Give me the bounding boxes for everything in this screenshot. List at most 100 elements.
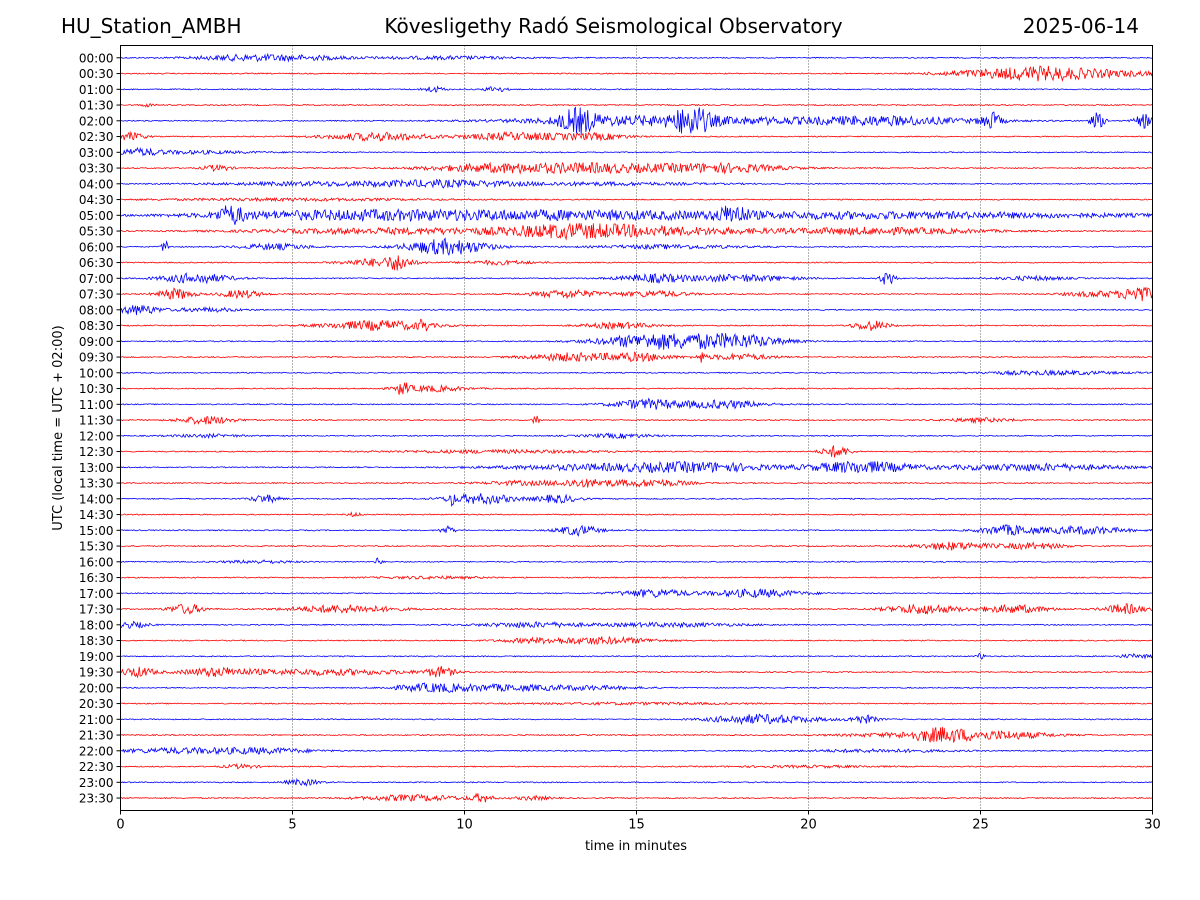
seismogram-trace	[120, 237, 1153, 256]
seismogram-trace	[120, 762, 1153, 770]
row-time-label: 15:00	[79, 524, 114, 538]
seismogram-trace	[120, 205, 1153, 225]
row-time-label: 10:00	[79, 366, 114, 380]
row-time-label: 02:00	[79, 114, 114, 128]
row-time-label: 10:30	[79, 382, 114, 396]
row-time-label: 21:00	[79, 713, 114, 727]
x-tick-label: 0	[116, 818, 124, 833]
seismogram-trace	[120, 146, 1153, 157]
seismogram-trace	[120, 272, 1153, 285]
seismogram-trace	[120, 106, 1153, 135]
seismogram-trace	[120, 103, 1153, 108]
row-time-label: 06:30	[79, 256, 114, 270]
row-time-label: 19:00	[79, 650, 114, 664]
seismogram-trace	[120, 382, 1153, 395]
row-time-label: 18:30	[79, 634, 114, 648]
row-time-label: 00:00	[79, 51, 114, 65]
seismogram-trace	[120, 635, 1153, 646]
seismogram-trace	[120, 397, 1153, 410]
seismogram-trace	[120, 318, 1153, 332]
row-time-label: 00:30	[79, 67, 114, 81]
seismogram-trace	[120, 665, 1153, 679]
seismogram-trace	[120, 85, 1153, 93]
row-time-label: 07:30	[79, 288, 114, 302]
seismogram-trace	[120, 726, 1153, 744]
seismogram-trace	[120, 351, 1153, 363]
row-time-label: 16:30	[79, 571, 114, 585]
row-time-label: 12:00	[79, 429, 114, 443]
row-time-label: 17:30	[79, 603, 114, 617]
x-tick-label: 15	[628, 818, 645, 833]
seismogram-trace	[120, 682, 1153, 693]
row-time-label: 15:30	[79, 540, 114, 554]
x-tick-label: 30	[1144, 818, 1161, 833]
row-time-label: 04:00	[79, 177, 114, 191]
chart-date: 2025-06-14	[1022, 14, 1139, 38]
seismogram-trace	[120, 746, 1153, 756]
row-time-label: 12:30	[79, 445, 114, 459]
seismogram-trace	[120, 511, 1153, 518]
x-axis-ticks: 0 5 10 15 20 25 30	[116, 810, 1161, 833]
row-time-label: 09:00	[79, 335, 114, 349]
row-time-label: 13:30	[79, 477, 114, 491]
seismogram-trace	[120, 445, 1153, 458]
seismogram-trace	[120, 304, 1153, 316]
row-time-label: 14:30	[79, 508, 114, 522]
seismogram-trace	[120, 415, 1153, 425]
row-time-label: 13:00	[79, 461, 114, 475]
row-time-label: 18:00	[79, 618, 114, 632]
seismogram-trace	[120, 493, 1153, 507]
row-time-label: 20:00	[79, 681, 114, 695]
row-time-label: 06:00	[79, 240, 114, 254]
row-time-label: 19:30	[79, 666, 114, 680]
x-tick-label: 20	[800, 818, 817, 833]
seismogram-trace	[120, 603, 1153, 615]
seismogram-trace	[120, 575, 1153, 581]
row-time-label: 08:30	[79, 319, 114, 333]
row-time-label: 08:00	[79, 303, 114, 317]
vertical-gridlines	[292, 45, 981, 811]
row-time-label: 20:30	[79, 697, 114, 711]
seismogram-trace	[120, 777, 1153, 787]
seismogram-trace	[120, 524, 1153, 537]
row-time-label: 09:30	[79, 351, 114, 365]
row-time-label: 01:00	[79, 83, 114, 97]
seismogram-trace	[120, 178, 1153, 189]
seismogram-trace	[120, 432, 1153, 440]
row-time-label: 21:30	[79, 729, 114, 743]
seismogram-trace	[120, 130, 1153, 143]
seismogram-trace	[120, 620, 1153, 629]
seismogram-trace	[120, 65, 1153, 82]
row-time-label: 04:30	[79, 193, 114, 207]
row-time-label: 14:00	[79, 492, 114, 506]
seismogram-trace	[120, 460, 1153, 474]
row-time-label: 03:30	[79, 162, 114, 176]
seismogram-trace	[120, 557, 1153, 565]
seismogram-trace	[120, 286, 1153, 302]
seismogram-trace	[120, 588, 1153, 599]
seismogram-trace	[120, 196, 1153, 203]
x-tick-label: 25	[972, 818, 989, 833]
seismogram-trace	[120, 222, 1153, 241]
row-time-label: 23:00	[79, 776, 114, 790]
seismogram-trace	[120, 332, 1153, 350]
seismogram-trace	[120, 541, 1153, 551]
row-time-label: 16:00	[79, 555, 114, 569]
x-axis-label: time in minutes	[585, 839, 687, 854]
seismogram-trace	[120, 713, 1153, 726]
x-tick-label: 5	[288, 818, 296, 833]
row-time-label: 05:00	[79, 209, 114, 223]
row-time-label: 11:00	[79, 398, 114, 412]
seismogram-trace	[120, 701, 1153, 706]
row-time-label: 03:00	[79, 146, 114, 160]
row-time-label: 11:30	[79, 414, 114, 428]
row-time-label: 05:30	[79, 225, 114, 239]
row-time-label: 02:30	[79, 130, 114, 144]
row-time-label: 17:00	[79, 587, 114, 601]
row-time-label: 07:00	[79, 272, 114, 286]
y-axis-label: UTC (local time = UTC + 02:00)	[51, 325, 66, 530]
seismogram-trace	[120, 52, 1153, 63]
chart-title: Kövesligethy Radó Seismological Observat…	[384, 14, 843, 38]
row-time-label: 23:30	[79, 792, 114, 806]
